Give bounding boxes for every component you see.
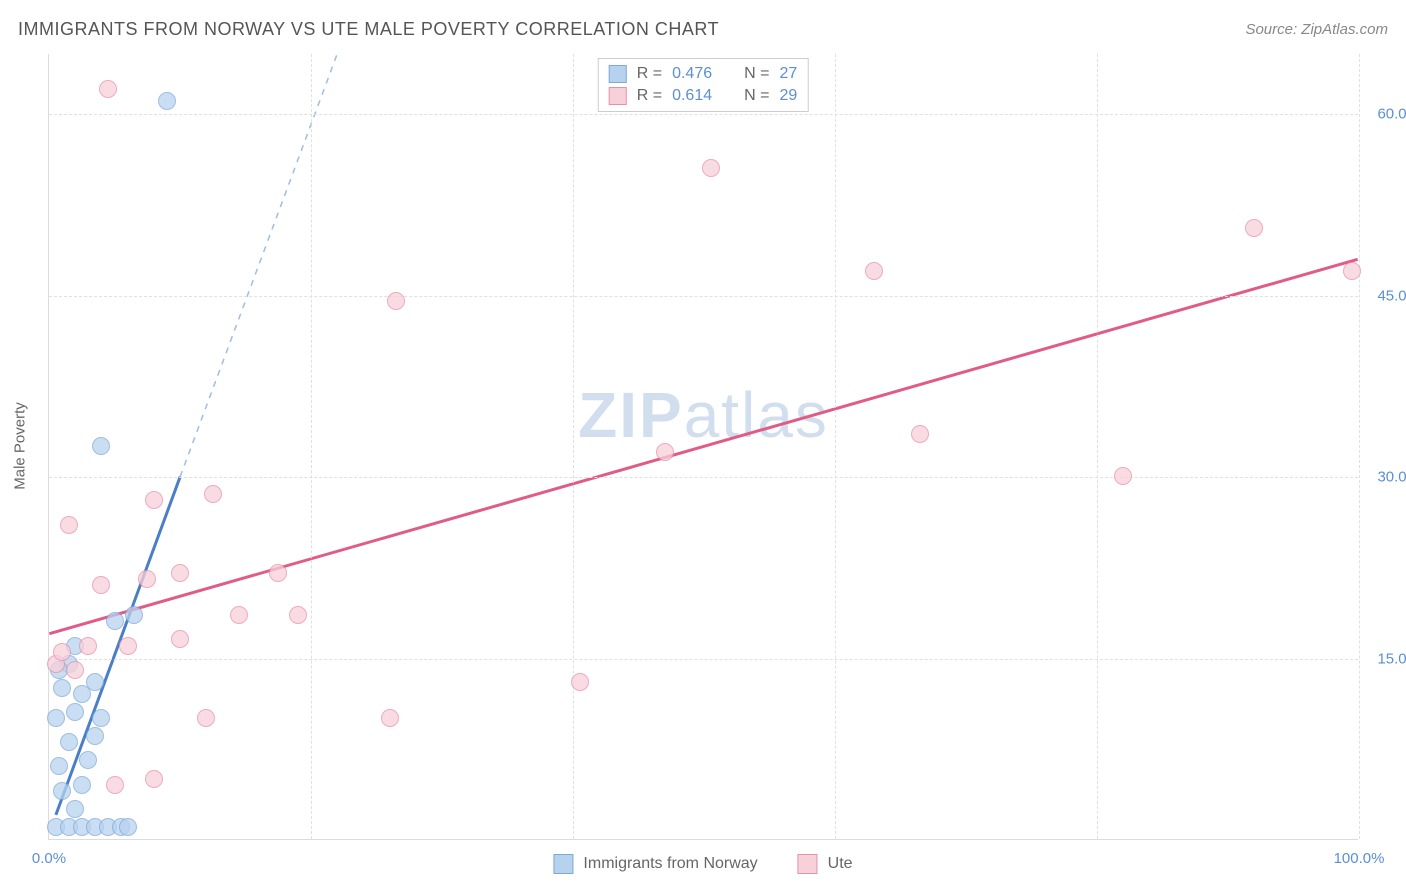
gridline-v — [311, 54, 312, 839]
ytick-label: 45.0% — [1377, 287, 1406, 304]
xtick-label: 0.0% — [32, 850, 66, 867]
data-point-norway — [66, 703, 84, 721]
gridline-v — [573, 54, 574, 839]
data-point-norway — [53, 679, 71, 697]
y-axis-label: Male Poverty — [12, 402, 29, 490]
data-point-ute — [99, 80, 117, 98]
legend-swatch-ute — [609, 87, 627, 105]
data-point-ute — [289, 606, 307, 624]
watermark-part1: ZIP — [578, 379, 684, 451]
data-point-ute — [79, 637, 97, 655]
data-point-ute — [1343, 262, 1361, 280]
legend-swatch-ute — [798, 854, 818, 874]
data-point-ute — [230, 606, 248, 624]
data-point-ute — [387, 292, 405, 310]
ytick-label: 60.0% — [1377, 106, 1406, 123]
r-value-ute: 0.614 — [672, 87, 712, 105]
data-point-ute — [138, 570, 156, 588]
r-value-norway: 0.476 — [672, 65, 712, 83]
data-point-ute — [119, 637, 137, 655]
data-point-ute — [145, 491, 163, 509]
n-value-norway: 27 — [779, 65, 797, 83]
data-point-norway — [79, 751, 97, 769]
data-point-ute — [865, 262, 883, 280]
legend-swatch-norway — [553, 854, 573, 874]
ytick-label: 15.0% — [1377, 650, 1406, 667]
plot-area: ZIPatlas 15.0%30.0%45.0%60.0%0.0%100.0% — [48, 54, 1358, 840]
source-label: Source: ZipAtlas.com — [1245, 21, 1388, 38]
legend-stats: R = 0.476 N = 27 R = 0.614 N = 29 — [598, 58, 809, 112]
legend-item-norway: Immigrants from Norway — [553, 854, 757, 874]
legend-series: Immigrants from Norway Ute — [553, 854, 852, 874]
legend-label-ute: Ute — [828, 855, 853, 873]
data-point-norway — [119, 818, 137, 836]
data-point-norway — [66, 800, 84, 818]
data-point-ute — [1245, 219, 1263, 237]
data-point-ute — [204, 485, 222, 503]
data-point-ute — [1114, 467, 1132, 485]
gridline-h — [49, 659, 1358, 660]
data-point-ute — [269, 564, 287, 582]
data-point-norway — [86, 727, 104, 745]
header: IMMIGRANTS FROM NORWAY VS UTE MALE POVER… — [18, 14, 1388, 44]
r-label: R = — [637, 87, 662, 105]
gridline-h — [49, 477, 1358, 478]
data-point-ute — [92, 576, 110, 594]
data-point-norway — [125, 606, 143, 624]
data-point-norway — [60, 733, 78, 751]
legend-label-norway: Immigrants from Norway — [583, 855, 757, 873]
data-point-ute — [106, 776, 124, 794]
data-point-norway — [53, 782, 71, 800]
data-point-ute — [702, 159, 720, 177]
data-point-norway — [158, 92, 176, 110]
data-point-norway — [106, 612, 124, 630]
n-value-ute: 29 — [779, 87, 797, 105]
data-point-norway — [92, 709, 110, 727]
xtick-label: 100.0% — [1334, 850, 1385, 867]
data-point-ute — [145, 770, 163, 788]
data-point-norway — [47, 709, 65, 727]
legend-stats-row-ute: R = 0.614 N = 29 — [609, 85, 798, 107]
data-point-ute — [171, 630, 189, 648]
legend-swatch-norway — [609, 65, 627, 83]
legend-item-ute: Ute — [798, 854, 853, 874]
gridline-v — [835, 54, 836, 839]
gridline-h — [49, 296, 1358, 297]
watermark: ZIPatlas — [578, 378, 829, 452]
data-point-ute — [571, 673, 589, 691]
data-point-ute — [60, 516, 78, 534]
data-point-norway — [73, 776, 91, 794]
data-point-norway — [92, 437, 110, 455]
data-point-ute — [171, 564, 189, 582]
data-point-norway — [86, 673, 104, 691]
data-point-ute — [911, 425, 929, 443]
watermark-part2: atlas — [684, 379, 829, 451]
ytick-label: 30.0% — [1377, 469, 1406, 486]
data-point-ute — [197, 709, 215, 727]
chart-container: IMMIGRANTS FROM NORWAY VS UTE MALE POVER… — [0, 0, 1406, 892]
n-label: N = — [744, 65, 769, 83]
r-label: R = — [637, 65, 662, 83]
data-point-ute — [66, 661, 84, 679]
gridline-v — [1097, 54, 1098, 839]
gridline-v — [1359, 54, 1360, 839]
gridline-h — [49, 114, 1358, 115]
legend-stats-row-norway: R = 0.476 N = 27 — [609, 63, 798, 85]
data-point-ute — [656, 443, 674, 461]
n-label: N = — [744, 87, 769, 105]
data-point-norway — [50, 757, 68, 775]
chart-title: IMMIGRANTS FROM NORWAY VS UTE MALE POVER… — [18, 19, 719, 40]
data-point-ute — [381, 709, 399, 727]
data-point-ute — [53, 643, 71, 661]
